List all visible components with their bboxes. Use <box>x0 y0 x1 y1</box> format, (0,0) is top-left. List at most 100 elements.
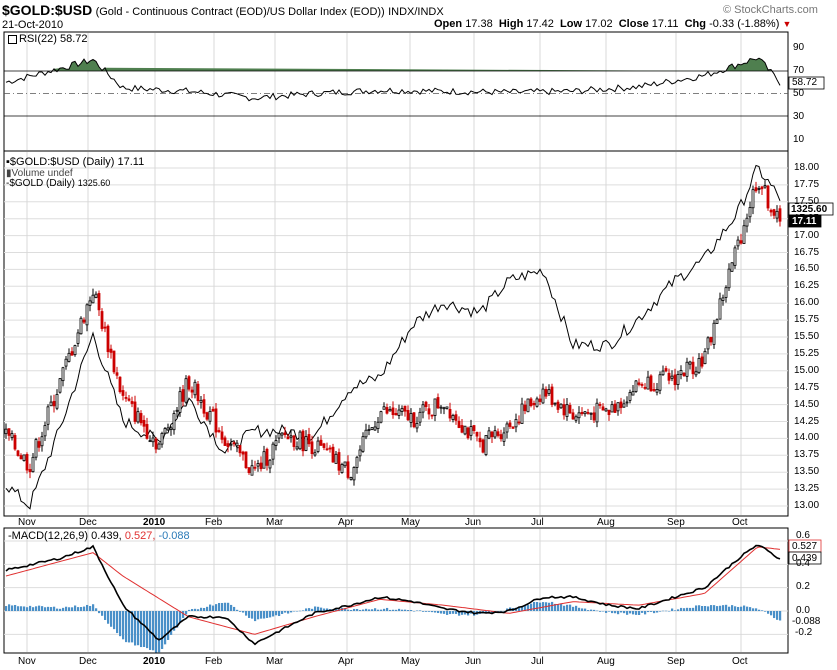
candle-body <box>286 436 290 440</box>
macd-hist-bar <box>170 611 173 635</box>
macd-hist-bar <box>755 608 758 611</box>
macd-hist-bar <box>56 608 59 611</box>
macd-hist-bar <box>590 609 593 611</box>
macd-hist-bar <box>41 606 44 611</box>
macd-hist-bar <box>218 602 221 611</box>
candle-body <box>724 287 728 298</box>
macd-hist-bar <box>74 605 77 611</box>
macd-tick-0.6: 0.6 <box>796 530 810 541</box>
macd-hist-bar <box>179 611 182 623</box>
candle-body <box>613 403 617 413</box>
macd-hist-bar <box>602 611 605 612</box>
candle-body <box>67 352 71 362</box>
macd-hist-bar <box>398 608 401 611</box>
macd-hist-bar <box>428 611 431 612</box>
candle-body <box>565 404 569 417</box>
macd-hist-bar <box>518 606 521 611</box>
candle-body <box>439 406 443 409</box>
candle-body <box>400 408 404 412</box>
macd-hist-bar <box>71 607 74 611</box>
symbol: $GOLD:$USD <box>2 2 93 18</box>
candle-body <box>451 415 455 420</box>
candle-body <box>196 383 200 402</box>
macd-hist-bar <box>266 611 269 618</box>
macd-tick-minus-0.2: -0.2 <box>795 627 813 638</box>
macd-hist-bar <box>215 604 218 611</box>
macd-hist-bar <box>374 608 377 611</box>
price-tick: 15.50 <box>794 331 820 342</box>
candle-body <box>760 186 764 190</box>
candle-body <box>388 409 392 412</box>
macd-hist-bar <box>443 611 446 614</box>
rsi-legend-text: RSI(22) 58.72 <box>19 33 88 45</box>
macd-hist-bar <box>455 611 458 614</box>
macd-hist-bar <box>260 611 263 619</box>
macd-hist-bar <box>116 611 119 634</box>
macd-hist-bar <box>236 609 239 611</box>
macd-hist-bar <box>377 609 380 611</box>
candle-body <box>688 361 692 365</box>
macd-hist-bar <box>623 611 626 614</box>
candle-body <box>34 439 38 458</box>
macd-hist-bar <box>530 603 533 611</box>
macd-hist-bar <box>461 611 464 615</box>
macd-hist-bar <box>629 611 632 614</box>
macd-hist-bar <box>596 610 599 612</box>
macd-hist-bar <box>284 611 287 613</box>
candle-body <box>346 461 350 478</box>
candle-body <box>712 322 716 345</box>
macd-hist-bar <box>95 608 98 611</box>
price-tick: 16.25 <box>794 280 820 292</box>
macd-hist-bar <box>536 602 539 611</box>
candle-body <box>418 411 422 423</box>
candle-body <box>289 435 293 438</box>
candle-body <box>454 414 458 421</box>
candle-body <box>607 409 611 416</box>
macd-hist-bar <box>68 607 71 611</box>
month-label-bottom: 2010 <box>143 656 166 667</box>
candle-body <box>28 469 32 473</box>
macd-hist-bar <box>257 611 260 620</box>
macd-hist-bar <box>359 609 362 611</box>
candle-body <box>232 442 236 445</box>
candle-body <box>490 431 494 438</box>
macd-hist-bar <box>206 606 209 611</box>
candle-body <box>484 435 488 455</box>
candle-body <box>679 370 683 375</box>
candle-body <box>514 419 518 428</box>
candle-body <box>328 447 332 450</box>
candle-body <box>121 390 125 396</box>
candle-body <box>118 376 122 393</box>
candle-body <box>352 467 356 481</box>
macd-hist-bar <box>464 611 467 615</box>
candle-body <box>577 412 581 419</box>
candle-body <box>340 464 344 473</box>
candle-body <box>379 411 383 423</box>
candle-body <box>58 378 62 393</box>
macd-hist-bar <box>635 611 638 615</box>
price-legend-main-text: $GOLD:$USD (Daily) 17.11 <box>9 156 145 168</box>
macd-hist-bar <box>563 605 566 611</box>
month-label-bottom: Dec <box>79 656 97 667</box>
macd-hist-bar <box>344 608 347 611</box>
macd-hist-bar <box>449 611 452 615</box>
macd-tick-0.0: 0.0 <box>796 605 810 616</box>
candle-body <box>610 404 614 413</box>
macd-hist-bar <box>608 611 611 612</box>
macd-hist-bar <box>656 611 659 613</box>
price-tick: 13.75 <box>794 449 820 461</box>
macd-hist-bar <box>746 606 749 611</box>
macd-hist-bar <box>212 605 215 611</box>
macd-hist-bar <box>11 605 14 611</box>
macd-hist-bar <box>323 608 326 611</box>
candle-body <box>205 412 209 420</box>
macd-hist-bar <box>749 607 752 611</box>
macd-hist-bar <box>167 611 170 640</box>
macd-hist-bar <box>689 607 692 611</box>
candle-body <box>478 437 482 443</box>
rsi-tick-30: 30 <box>793 111 805 122</box>
high-value: 17.42 <box>526 18 554 30</box>
candle-body <box>676 374 680 385</box>
macd-hist-bar <box>269 611 272 618</box>
macd-hist-bar <box>725 604 728 611</box>
